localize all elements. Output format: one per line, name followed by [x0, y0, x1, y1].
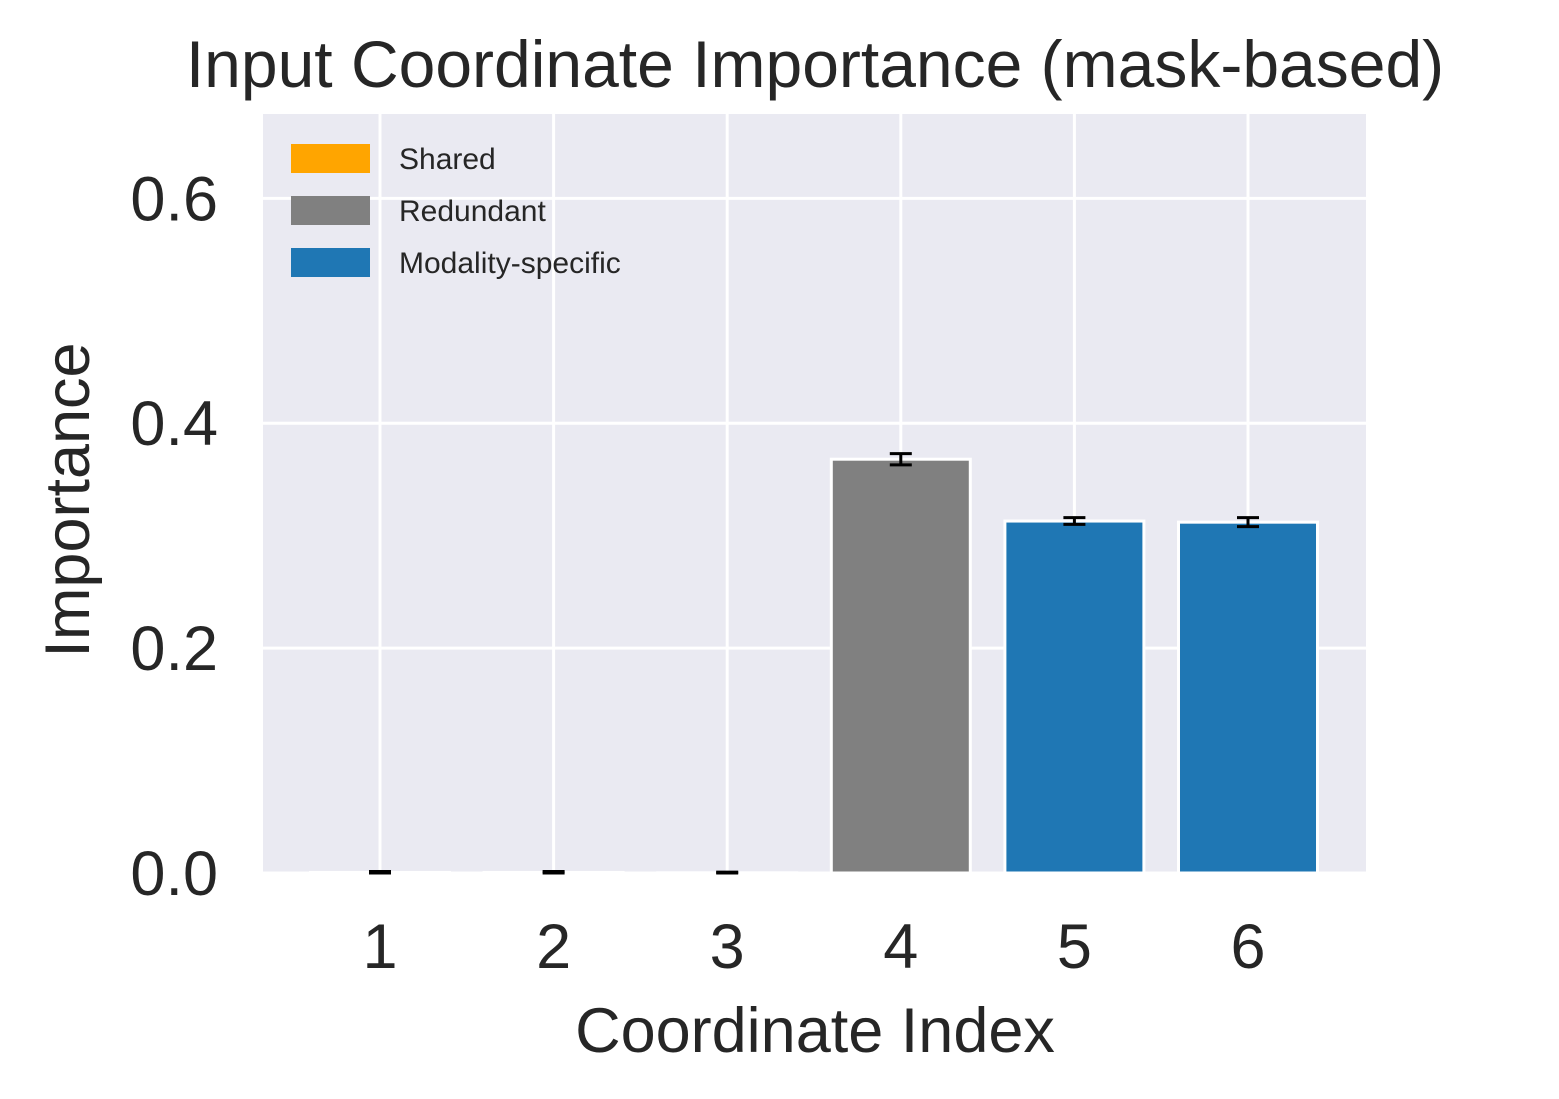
x-axis-label: Coordinate Index	[575, 996, 1055, 1066]
y-tick-label: 0.0	[130, 839, 218, 909]
x-tick-label: 5	[1057, 912, 1092, 982]
error-bar-4	[889, 452, 912, 467]
bar-5	[1003, 519, 1146, 875]
legend-item: Redundant	[291, 195, 546, 228]
legend-item: Modality-specific	[291, 247, 621, 280]
y-tick-labels: 0.0 0.2 0.4 0.6	[130, 164, 218, 909]
y-tick-label: 0.2	[130, 614, 218, 684]
y-tick-label: 0.6	[130, 164, 218, 234]
error-bar-2	[542, 870, 565, 875]
legend-swatch	[291, 144, 370, 173]
error-bar-6	[1237, 516, 1259, 529]
x-tick-label: 6	[1230, 912, 1265, 982]
error-bar-5	[1063, 516, 1086, 526]
x-tick-label: 4	[883, 912, 918, 982]
legend-item: Shared	[291, 143, 496, 176]
x-tick-labels: 1 2 3 4 5 6	[362, 912, 1265, 982]
x-tick-label: 2	[536, 912, 571, 982]
error-bars	[369, 452, 1259, 875]
error-bar-3	[716, 870, 739, 875]
bars	[309, 457, 1319, 875]
chart-title: Input Coordinate Importance (mask-based)	[186, 27, 1444, 101]
bar-4	[829, 457, 972, 875]
legend: Shared Redundant Modality-specific	[291, 143, 621, 280]
legend-label: Redundant	[399, 195, 546, 228]
x-tick-label: 3	[710, 912, 745, 982]
legend-swatch	[291, 248, 370, 277]
legend-label: Shared	[399, 143, 496, 176]
legend-swatch	[291, 196, 370, 225]
bar-6	[1177, 520, 1319, 875]
error-bar-1	[369, 870, 391, 875]
y-axis-label: Importance	[33, 342, 103, 657]
x-tick-label: 1	[362, 912, 397, 982]
legend-label: Modality-specific	[399, 247, 621, 280]
y-tick-label: 0.4	[130, 389, 218, 459]
